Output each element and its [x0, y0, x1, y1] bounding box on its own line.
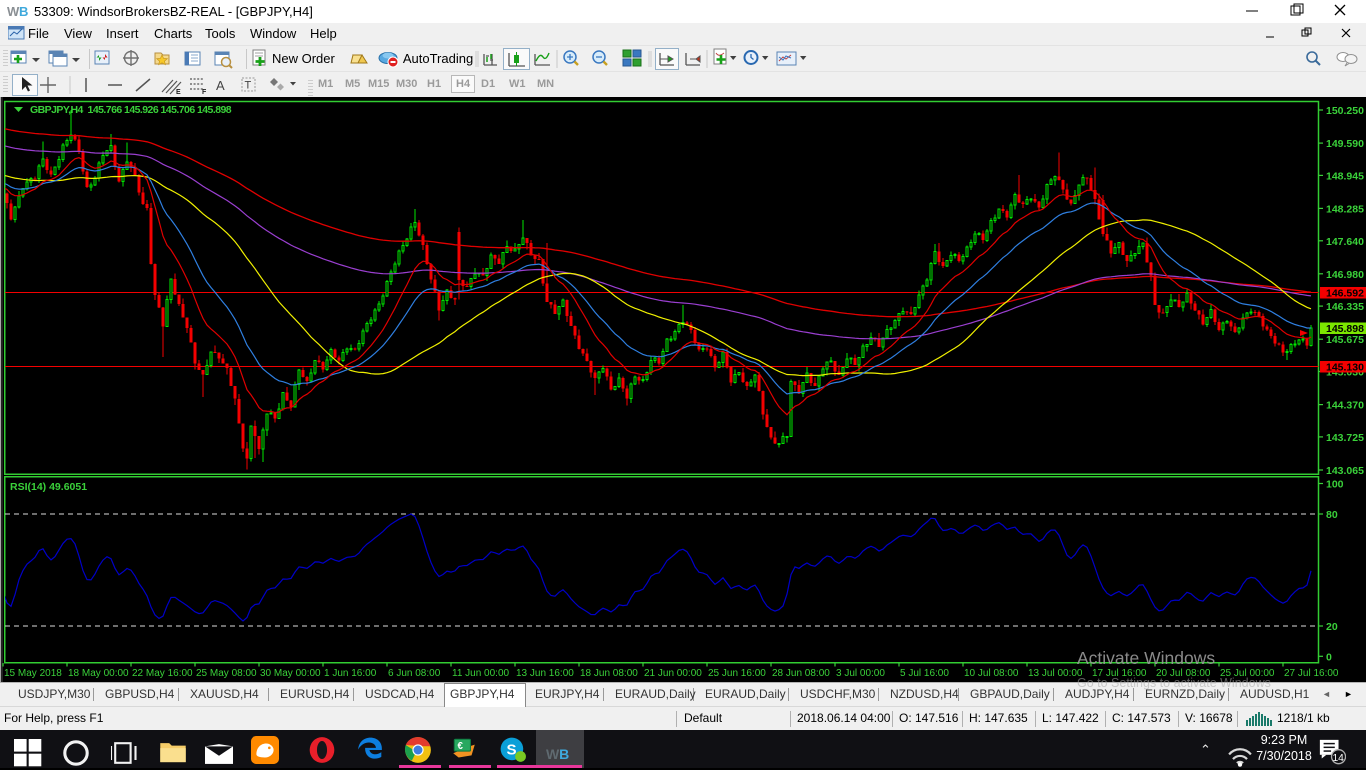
svg-text:146.980: 146.980	[1326, 269, 1364, 281]
svg-text:17 Jul 16:00: 17 Jul 16:00	[1092, 668, 1147, 679]
svg-text:6 Jun 08:00: 6 Jun 08:00	[388, 668, 441, 679]
svg-text:W: W	[7, 4, 20, 19]
svg-text:14: 14	[1332, 753, 1344, 764]
svg-text:20 Jul 08:00: 20 Jul 08:00	[1156, 668, 1211, 679]
svg-text:5 Jul 16:00: 5 Jul 16:00	[900, 668, 949, 679]
svg-text:144.370: 144.370	[1326, 400, 1364, 412]
svg-text:18 Jun 08:00: 18 Jun 08:00	[580, 668, 638, 679]
svg-text:145.675: 145.675	[1326, 334, 1364, 346]
svg-text:F: F	[202, 89, 207, 96]
svg-text:1 Jun 16:00: 1 Jun 16:00	[324, 668, 377, 679]
svg-text:21 Jun 00:00: 21 Jun 00:00	[644, 668, 702, 679]
svg-text:A: A	[216, 78, 225, 93]
svg-text:GBPJPY,H4 145.766 145.926 145: GBPJPY,H4 145.766 145.926 145.706 145.89…	[30, 104, 232, 116]
svg-text:100: 100	[1326, 479, 1344, 491]
svg-text:145.130: 145.130	[1326, 362, 1364, 374]
svg-text:10 Jul 08:00: 10 Jul 08:00	[964, 668, 1019, 679]
svg-text:€: €	[458, 741, 464, 752]
svg-text:150.250: 150.250	[1326, 105, 1364, 117]
svg-text:15 May 2018: 15 May 2018	[4, 668, 62, 679]
svg-text:Activate Windows: Activate Windows	[1077, 648, 1215, 668]
svg-text:27 Jul 16:00: 27 Jul 16:00	[1284, 668, 1339, 679]
svg-text:B: B	[19, 4, 28, 19]
svg-text:148.945: 148.945	[1326, 170, 1364, 182]
svg-text:143.725: 143.725	[1326, 432, 1364, 444]
svg-text:13 Jun 16:00: 13 Jun 16:00	[516, 668, 574, 679]
svg-text:143.065: 143.065	[1326, 465, 1364, 477]
svg-text:13 Jul 00:00: 13 Jul 00:00	[1028, 668, 1083, 679]
svg-text:T: T	[245, 80, 252, 92]
svg-text:11 Jun 00:00: 11 Jun 00:00	[452, 668, 510, 679]
svg-text:0: 0	[1326, 651, 1332, 663]
svg-text:28 Jun 08:00: 28 Jun 08:00	[772, 668, 830, 679]
svg-text:W: W	[546, 746, 560, 762]
svg-text:25 Jul 00:00: 25 Jul 00:00	[1220, 668, 1275, 679]
svg-text:S: S	[507, 741, 517, 758]
svg-text:80: 80	[1326, 509, 1338, 521]
svg-text:18 May 00:00: 18 May 00:00	[68, 668, 129, 679]
svg-text:147.640: 147.640	[1326, 236, 1364, 248]
svg-text:25 May 08:00: 25 May 08:00	[196, 668, 257, 679]
svg-text:25 Jun 16:00: 25 Jun 16:00	[708, 668, 766, 679]
svg-text:B: B	[559, 746, 569, 762]
svg-text:E: E	[176, 89, 181, 96]
svg-text:22 May 16:00: 22 May 16:00	[132, 668, 193, 679]
svg-text:30 May 00:00: 30 May 00:00	[260, 668, 321, 679]
svg-text:3 Jul 00:00: 3 Jul 00:00	[836, 668, 885, 679]
svg-text:RSI(14) 49.6051: RSI(14) 49.6051	[10, 481, 87, 493]
svg-text:20: 20	[1326, 621, 1338, 633]
svg-text:148.285: 148.285	[1326, 203, 1364, 215]
svg-text:149.590: 149.590	[1326, 138, 1364, 150]
svg-text:145.898: 145.898	[1326, 323, 1364, 335]
svg-text:146.335: 146.335	[1326, 301, 1364, 313]
svg-text:146.592: 146.592	[1326, 288, 1364, 300]
